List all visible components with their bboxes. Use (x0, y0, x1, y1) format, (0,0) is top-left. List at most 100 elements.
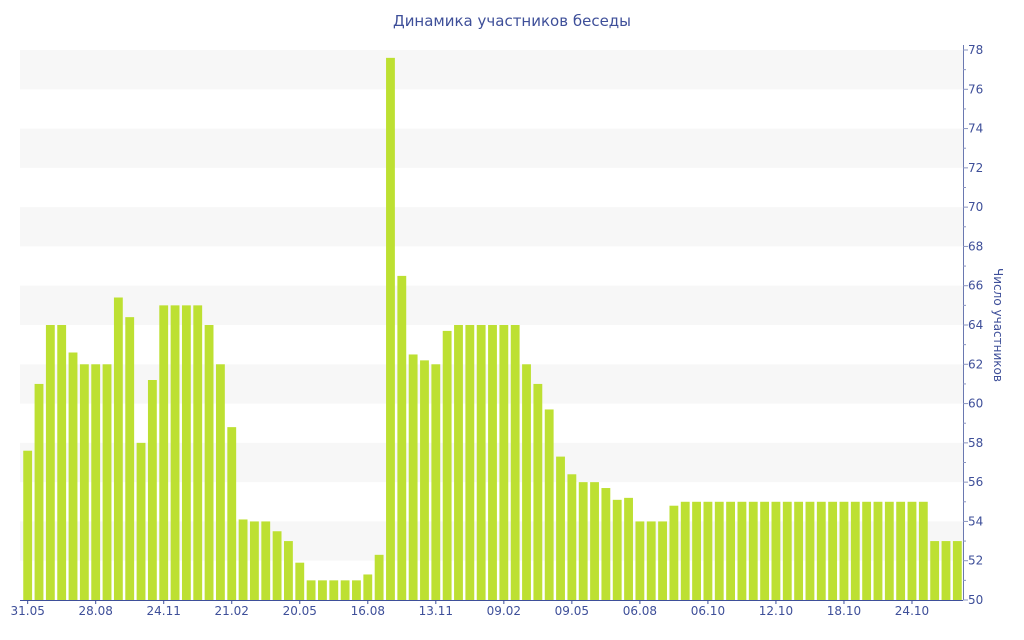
bar (306, 580, 316, 600)
x-tick-label: 20.05 (283, 604, 317, 618)
bar (91, 364, 101, 600)
bar (907, 501, 917, 600)
bar (45, 325, 55, 600)
bar (408, 354, 418, 600)
bar (34, 383, 44, 600)
y-tick-label: 60 (968, 397, 983, 411)
bar (238, 519, 248, 600)
bar (113, 297, 123, 600)
bar (522, 364, 531, 600)
chart-title: Динамика участников беседы (392, 12, 632, 30)
bar (215, 364, 225, 600)
x-tick-label: 31.05 (10, 604, 44, 618)
bar (193, 305, 203, 600)
bar (181, 305, 191, 600)
bar (692, 501, 701, 600)
x-tick-label: 13.11 (419, 604, 453, 618)
bar (612, 499, 622, 600)
bar (805, 501, 815, 600)
bar (669, 505, 679, 600)
bar (794, 501, 804, 600)
bar (386, 57, 395, 601)
bar (862, 501, 872, 600)
bar (261, 521, 271, 600)
x-tick-label: 21.02 (215, 604, 249, 618)
bar (726, 501, 736, 600)
bar (272, 531, 282, 600)
bar (737, 501, 747, 600)
bar (499, 325, 509, 600)
bar (816, 501, 826, 600)
bar (873, 501, 883, 600)
bar (147, 380, 157, 600)
y-tick-label: 58 (968, 436, 983, 450)
bar (204, 325, 214, 600)
y-tick-label: 62 (968, 357, 983, 371)
bar (488, 325, 497, 600)
bar (454, 325, 463, 600)
bar (544, 409, 554, 600)
bar (884, 501, 894, 600)
bar (363, 574, 373, 600)
bar (249, 521, 259, 600)
bar (57, 325, 67, 600)
bar (714, 501, 724, 600)
bar (533, 383, 543, 600)
bar (170, 305, 180, 600)
y-tick-label: 78 (968, 43, 983, 57)
bar (941, 541, 951, 600)
bar (23, 450, 33, 600)
x-tick-label: 28.08 (79, 604, 113, 618)
bar (352, 580, 361, 600)
bar (397, 275, 407, 600)
bar (658, 521, 667, 600)
bar (556, 456, 565, 600)
bar (102, 364, 112, 600)
x-tick-label: 09.05 (555, 604, 589, 618)
bar (136, 442, 146, 600)
bar (590, 482, 599, 600)
bar (431, 364, 441, 600)
bar (227, 427, 237, 600)
bar (624, 497, 633, 600)
y-tick-label: 68 (968, 239, 983, 253)
x-tick-label: 24.10 (895, 604, 929, 618)
bar (340, 580, 350, 600)
bar (68, 352, 78, 600)
x-tick-label: 09.02 (487, 604, 521, 618)
bar (329, 580, 339, 600)
bar (420, 360, 429, 600)
bar (635, 521, 645, 600)
y-tick-label: 74 (968, 122, 983, 136)
bar (828, 501, 838, 600)
grid-band (20, 50, 963, 90)
bar (782, 501, 792, 600)
x-tick-label: 18.10 (827, 604, 861, 618)
bar (760, 501, 770, 600)
bar (952, 541, 962, 600)
bar (918, 501, 928, 600)
y-tick-label: 56 (968, 475, 983, 489)
bar (567, 474, 577, 600)
bar (295, 562, 305, 600)
y-tick-label: 72 (968, 161, 983, 175)
y-tick-label: 54 (968, 514, 983, 528)
y-tick-label: 70 (968, 200, 983, 214)
bar (748, 501, 758, 600)
y-tick-label: 52 (968, 554, 983, 568)
bar (771, 501, 781, 600)
bar (896, 501, 906, 600)
bar (510, 325, 520, 600)
bar (703, 501, 713, 600)
grid-band (20, 128, 963, 168)
bar (159, 305, 169, 600)
bar (578, 482, 588, 600)
bar (680, 501, 690, 600)
bar (601, 488, 611, 600)
bar (284, 541, 293, 600)
y-tick-label: 66 (968, 279, 983, 293)
bar (930, 541, 940, 600)
y-tick-label: 50 (968, 593, 983, 607)
x-tick-label: 12.10 (759, 604, 793, 618)
